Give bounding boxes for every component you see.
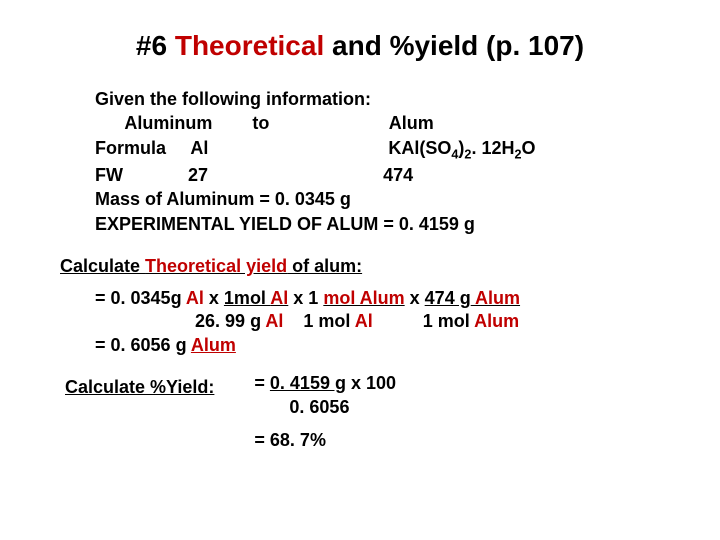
slide-title: #6 Theoretical and %yield (p. 107) (40, 30, 680, 62)
exp-yield-line: EXPERIMENTAL YIELD OF ALUM = 0. 4159 g (95, 212, 680, 236)
pct-line1: = 0. 4159 g x 100 (254, 372, 396, 395)
tr2: Alum (191, 335, 236, 355)
title-prefix: #6 (136, 30, 175, 61)
fw-alum: 474 (383, 165, 413, 185)
theo-calc: = 0. 0345g Al x 1mol Al x 1 mol Alum x 4… (95, 287, 680, 357)
tl1h2: Alum (471, 288, 520, 308)
tl2c: 1 mol (283, 311, 354, 331)
given-row-names: Aluminum to Alum (95, 111, 680, 135)
formula-al: Al (190, 138, 208, 158)
tl1d: 1mol Al (224, 288, 288, 308)
tl1h: 474 g Alum (425, 288, 520, 308)
theo-heading: Calculate Theoretical yield of alum: (60, 256, 680, 277)
title-red: Theoretical (175, 30, 324, 61)
tl1f: mol Alum (323, 288, 404, 308)
fw-al: 27 (188, 165, 208, 185)
given-row-fw: FW 27 474 (95, 163, 680, 187)
alum-label: Alum (389, 113, 434, 133)
pct-yield-row: Calculate %Yield: = 0. 4159 g x 100 0. 6… (40, 372, 680, 452)
pct-result: = 68. 7% (254, 429, 396, 452)
tl1d1: 1mol (224, 288, 270, 308)
mass-line: Mass of Aluminum = 0. 0345 g (95, 187, 680, 211)
f5: . 12H (471, 138, 514, 158)
tl1b: Al (186, 288, 204, 308)
theo-line1: = 0. 0345g Al x 1mol Al x 1 mol Alum x 4… (95, 287, 680, 310)
pct-line2: 0. 6056 (254, 396, 396, 419)
theo-h-post: of alum: (287, 256, 362, 276)
tl2e: 1 mol (373, 311, 474, 331)
f7: O (521, 138, 535, 158)
tl2b: Al (265, 311, 283, 331)
theo-result: = 0. 6056 g Alum (95, 334, 680, 357)
pl1a: = (254, 373, 270, 393)
theo-line2: 26. 99 g Al 1 mol Al 1 mol Alum (95, 310, 680, 333)
spacer (254, 419, 396, 429)
fw-label: FW (95, 165, 123, 185)
tl1a: = 0. 0345g (95, 288, 186, 308)
formula-alum: KAl(SO4)2. 12H2O (388, 138, 535, 158)
tl1f1: mol Alum (323, 288, 404, 308)
given-heading: Given the following information: (95, 87, 680, 111)
tl1g: x (405, 288, 425, 308)
f1: KAl(SO (388, 138, 451, 158)
theo-h-red: Theoretical yield (145, 256, 287, 276)
tl1e: x 1 (288, 288, 323, 308)
pl1b: 0. 4159 g (270, 373, 346, 393)
tl2d: Al (355, 311, 373, 331)
tr1: = 0. 6056 g (95, 335, 191, 355)
tl2f: Alum (474, 311, 519, 331)
pct-heading: Calculate %Yield: (65, 377, 214, 398)
aluminum-label: Aluminum (124, 113, 212, 133)
pct-calc: = 0. 4159 g x 100 0. 6056 = 68. 7% (254, 372, 396, 452)
to-label: to (252, 113, 269, 133)
given-block: Given the following information: Aluminu… (95, 87, 680, 236)
given-row-formula: Formula Al KAl(SO4)2. 12H2O (95, 136, 680, 164)
pl1c: x 100 (346, 373, 396, 393)
theo-h-pre: Calculate (60, 256, 145, 276)
tl1d2: Al (270, 288, 288, 308)
slide-container: #6 Theoretical and %yield (p. 107) Given… (0, 0, 720, 472)
tl2a: 26. 99 g (95, 311, 265, 331)
formula-label: Formula (95, 138, 166, 158)
tl1h1: 474 g (425, 288, 471, 308)
tl1c: x (204, 288, 224, 308)
title-suffix: and %yield (p. 107) (324, 30, 584, 61)
